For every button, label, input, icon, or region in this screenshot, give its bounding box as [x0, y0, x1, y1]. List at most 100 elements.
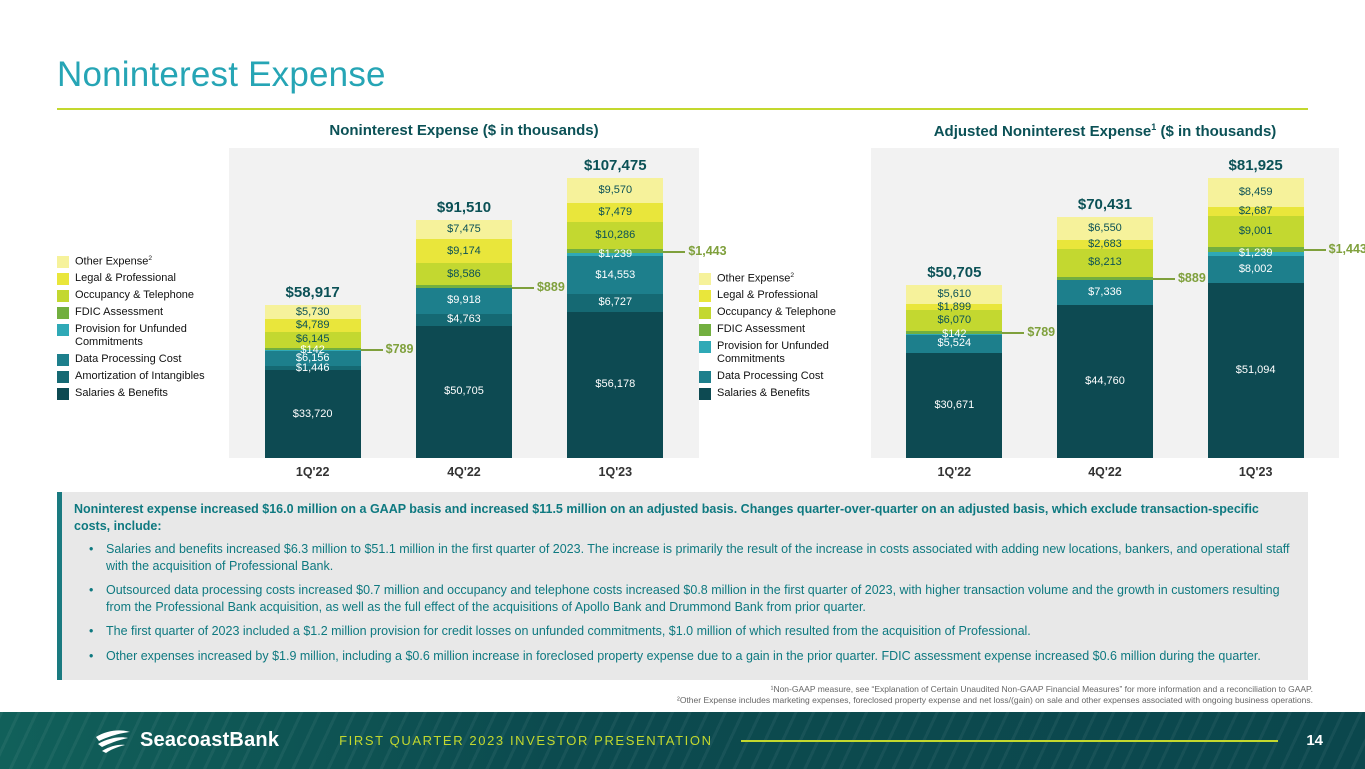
bar-segment: $5,730 [264, 304, 361, 320]
bar-segment: $889 [1056, 271, 1206, 285]
commentary-bullet: Salaries and benefits increased $6.3 mil… [74, 541, 1292, 574]
segment-value-label: $51,094 [1235, 364, 1276, 377]
bar-column: $81,925 $51,094 $8,002 $1,239 $1,443 $9,001 $2… [1181, 157, 1365, 458]
legend-swatch [699, 387, 711, 400]
bar-segment: $6,727 [567, 294, 664, 312]
bar-segment: $889 [415, 280, 565, 294]
charts-row: Other Expense2 Legal & Professional Occupa… [57, 122, 1365, 479]
legend-item: FDIC Assessment [699, 323, 865, 337]
bar-segment: $6,550 [1056, 217, 1153, 240]
segment-value-label: $6,156 [295, 351, 330, 364]
legend-label: Legal & Professional [717, 289, 818, 302]
stacked-bar: $51,094 $8,002 $1,239 $1,443 $9,001 $2,687 $8,… [1207, 178, 1365, 458]
chart-noninterest-expense: Other Expense2 Legal & Professional Occupa… [57, 122, 727, 479]
bar-segment: $33,720 [264, 370, 361, 458]
footnote-2: ²Other Expense includes marketing expens… [677, 695, 1313, 706]
legend-swatch [57, 290, 69, 303]
legend-swatch [57, 323, 69, 336]
segment-value-label: $1,446 [295, 361, 330, 374]
x-axis-label: 1Q'22 [937, 465, 972, 479]
legend-item: Provision for Unfunded Commitments [57, 323, 223, 351]
bar-segment: $14,553 [567, 256, 664, 295]
chart-adjusted-noninterest-expense: Other Expense2 Legal & Professional Occupa… [699, 122, 1365, 479]
callout-connector [1002, 332, 1025, 335]
legend-item: Salaries & Benefits [57, 387, 223, 401]
footer: SeacoastBank FIRST QUARTER 2023 INVESTOR… [0, 712, 1365, 769]
header: Noninterest Expense [0, 0, 1365, 110]
bar-segment: $789 [906, 325, 1055, 339]
plot-area: $58,917 $33,720 $1,446 $6,156 $142 $789 $6,145… [229, 148, 727, 458]
bar-segment: $1,899 [906, 300, 1003, 313]
segment-value-label: $9,918 [447, 294, 481, 307]
callout-connector [360, 348, 383, 351]
callout-value-label: $789 [1027, 325, 1056, 340]
bar-segment: $8,213 [1056, 248, 1153, 277]
segment-value-label: $9,001 [1238, 225, 1273, 238]
bar-segment: $2,683 [1056, 238, 1153, 249]
legend-swatch [57, 354, 69, 367]
bar-segment: $5,524 [906, 334, 1003, 354]
bar-segment: $1,239 [1207, 248, 1304, 259]
chart-title: Noninterest Expense ($ in thousands) [229, 122, 699, 148]
chart-title-superscript: 1 [1151, 122, 1157, 132]
callout-connector [663, 251, 686, 254]
stacked-bar: $56,178 $6,727 $14,553 $1,239 $1,443 $10,286 $… [567, 178, 727, 458]
callout-value-label: $889 [1177, 271, 1206, 286]
footer-divider-line [740, 739, 1279, 742]
bar-column: $70,431 $44,760 $7,336 $889 $8,213 $2,683 $6,5… [1030, 196, 1206, 458]
bar-total-label: $70,431 [1077, 196, 1133, 214]
segment-value-label: $5,730 [295, 305, 330, 318]
segment-value-label: $142 [300, 343, 325, 356]
legend-label: Legal & Professional [75, 272, 176, 285]
segment-value-label: $6,145 [295, 333, 330, 346]
legend-label: Other Expense2 [75, 255, 153, 268]
chart-title-text: Adjusted Noninterest Expense [933, 123, 1152, 140]
commentary-bullet: The first quarter of 2023 included a $1.… [74, 623, 1292, 640]
legend-label: Provision for Unfunded Commitments [717, 339, 829, 366]
legend-item: Occupancy & Telephone [57, 289, 223, 303]
segment-value-label: $142 [942, 327, 967, 340]
legend-swatch [57, 273, 69, 286]
bar-segment: $789 [264, 342, 413, 356]
segment-value-label: $1,239 [598, 248, 633, 261]
segment-value-label: $2,687 [1238, 205, 1273, 218]
bar-segment: $7,479 [567, 202, 664, 223]
bar-segment: $10,286 [567, 222, 664, 250]
stacked-bar: $30,671 $5,524 $142 $789 $6,070 $1,899 $5,610 [906, 284, 1055, 458]
legend-swatch [699, 290, 711, 303]
x-axis-label: 1Q'23 [1238, 465, 1273, 479]
legend-label: Occupancy & Telephone [717, 306, 837, 319]
x-axis-label: 1Q'22 [295, 465, 330, 479]
callout-connector [1152, 278, 1175, 281]
legend-swatch [699, 273, 711, 285]
bar-segment: $8,002 [1207, 256, 1304, 284]
legend-swatch [699, 323, 711, 336]
bar-segment: $4,789 [264, 319, 361, 332]
bar-segment: $6,070 [906, 310, 1003, 332]
logo-text: SeacoastBank [140, 729, 280, 751]
bar-segment: $6,156 [264, 350, 361, 367]
bar-segment: $30,671 [906, 353, 1003, 458]
segment-value-label: $1,239 [1238, 247, 1273, 260]
legend-label: Data Processing Cost [717, 370, 824, 383]
bar-segment: $1,443 [567, 244, 727, 258]
bar-segment: $7,475 [415, 219, 512, 240]
legend-item: Other Expense2 [57, 255, 223, 269]
seacoast-logo: SeacoastBank [95, 728, 279, 754]
stacked-bar: $50,705 $4,763 $9,918 $889 $8,586 $9,174 $7,47… [415, 219, 565, 458]
legend-item: Legal & Professional [57, 272, 223, 286]
segment-value-label: $8,459 [1238, 186, 1273, 199]
legend-column: Other Expense2 Legal & Professional Occupa… [57, 122, 229, 479]
commentary-bullet: Outsourced data processing costs increas… [74, 582, 1292, 615]
bar-column: $58,917 $33,720 $1,446 $6,156 $142 $789 $6,145… [238, 284, 413, 458]
footnote-1: ¹Non-GAAP measure, see “Explanation of C… [770, 684, 1313, 694]
bar-segment: $4,763 [415, 313, 512, 326]
bar-segment: $1,239 [567, 249, 664, 260]
segment-value-label: $50,705 [444, 385, 484, 398]
legend-label: Salaries & Benefits [717, 386, 810, 399]
segment-value-label: $1,899 [937, 300, 972, 313]
legend-item: Other Expense2 [699, 272, 865, 286]
plot-column: Adjusted Noninterest Expense1 ($ in thou… [871, 122, 1365, 479]
x-axis-label: 1Q'23 [598, 465, 633, 479]
